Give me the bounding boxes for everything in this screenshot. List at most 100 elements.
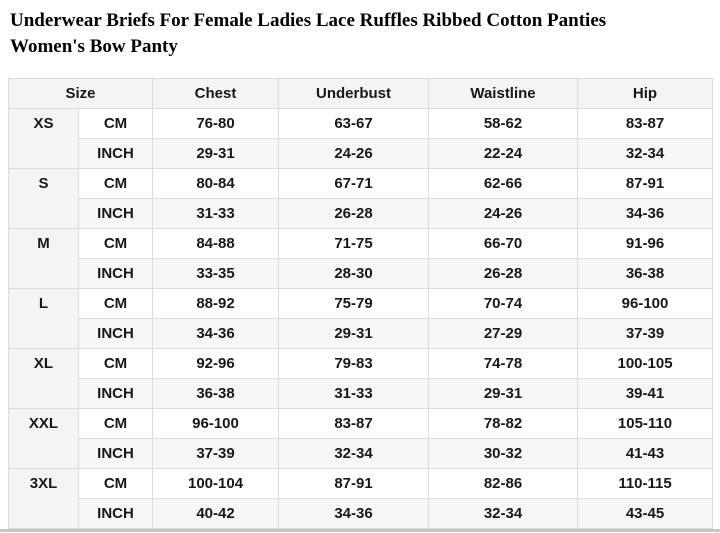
chest-l-cm: 88-92	[152, 288, 280, 319]
hip-3xl-cm: 110-115	[577, 468, 714, 499]
waistline-xxl-cm: 78-82	[428, 408, 579, 439]
unit-label-m-cm: CM	[77, 228, 154, 259]
page-title: Underwear Briefs For Female Ladies Lace …	[10, 8, 710, 60]
waistline-m-inch: 26-28	[428, 258, 579, 289]
unit-label-s-inch: INCH	[77, 198, 154, 229]
hip-xxl-inch: 41-43	[577, 438, 714, 469]
size-chart-header: Size Chest Underbust Waistline Hip	[7, 78, 714, 109]
size-row-3xl-inch: INCH 40-42 34-36 32-34 43-45	[9, 498, 714, 529]
chest-3xl-inch: 40-42	[152, 498, 280, 529]
underbust-l-cm: 75-79	[278, 288, 430, 319]
size-row-s-inch: INCH 31-33 26-28 24-26 34-36	[9, 198, 714, 229]
hip-s-inch: 34-36	[577, 198, 714, 229]
waistline-l-inch: 27-29	[428, 318, 579, 349]
waistline-l-cm: 70-74	[428, 288, 579, 319]
size-row-m-cm: M CM 84-88 71-75 66-70 91-96	[8, 228, 714, 289]
underbust-xl-cm: 79-83	[278, 348, 430, 379]
size-chart-wrapper: Size Chest Underbust Waistline Hip XS CM 7…	[7, 78, 714, 529]
unit-label-xxl-inch: INCH	[77, 438, 154, 469]
underbust-s-cm: 67-71	[278, 168, 430, 199]
underbust-l-inch: 29-31	[278, 318, 430, 349]
size-row-xl-cm: XL CM 92-96 79-83 74-78 100-105	[8, 348, 714, 409]
size-label-s: S	[8, 168, 79, 229]
hip-l-cm: 96-100	[577, 288, 714, 319]
chest-xxl-inch: 37-39	[152, 438, 280, 469]
unit-label-xs-inch: INCH	[77, 138, 154, 169]
chest-xxl-cm: 96-100	[152, 408, 280, 439]
chest-l-inch: 34-36	[152, 318, 280, 349]
hip-s-cm: 87-91	[577, 168, 714, 199]
unit-label-m-inch: INCH	[77, 258, 154, 289]
column-header-chest: Chest	[152, 78, 280, 109]
waistline-xxl-inch: 30-32	[428, 438, 579, 469]
size-row-xxl-inch: INCH 37-39 32-34 30-32 41-43	[9, 438, 714, 469]
chest-m-inch: 33-35	[152, 258, 280, 289]
size-row-3xl-cm: 3XL CM 100-104 87-91 82-86 110-115	[8, 468, 714, 529]
page-title-line-1: Underwear Briefs For Female Ladies Lace …	[10, 10, 607, 31]
waistline-3xl-inch: 32-34	[428, 498, 579, 529]
size-label-xs: XS	[8, 108, 79, 169]
underbust-m-cm: 71-75	[278, 228, 430, 259]
waistline-s-cm: 62-66	[428, 168, 579, 199]
size-row-xl-inch: INCH 36-38 31-33 29-31 39-41	[9, 378, 714, 409]
waistline-xs-inch: 22-24	[428, 138, 579, 169]
column-header-waistline: Waistline	[428, 78, 579, 109]
chest-3xl-cm: 100-104	[152, 468, 280, 499]
unit-label-s-cm: CM	[77, 168, 154, 199]
size-row-l-inch: INCH 34-36 29-31 27-29 37-39	[9, 318, 714, 349]
unit-label-l-cm: CM	[77, 288, 154, 319]
column-header-size: Size	[7, 78, 154, 109]
size-chart-table: Size Chest Underbust Waistline Hip XS CM 7…	[7, 78, 714, 529]
size-row-s-cm: S CM 80-84 67-71 62-66 87-91	[8, 168, 714, 229]
unit-label-xl-inch: INCH	[77, 378, 154, 409]
unit-label-xxl-cm: CM	[77, 408, 154, 439]
underbust-xl-inch: 31-33	[278, 378, 430, 409]
waistline-xl-inch: 29-31	[428, 378, 579, 409]
hip-xl-cm: 100-105	[577, 348, 714, 379]
hip-3xl-inch: 43-45	[577, 498, 714, 529]
waistline-m-cm: 66-70	[428, 228, 579, 259]
underbust-m-inch: 28-30	[278, 258, 430, 289]
hip-xxl-cm: 105-110	[577, 408, 714, 439]
underbust-xs-inch: 24-26	[278, 138, 430, 169]
hip-l-inch: 37-39	[577, 318, 714, 349]
header-row: Size Chest Underbust Waistline Hip	[7, 78, 714, 109]
underbust-3xl-inch: 34-36	[278, 498, 430, 529]
page-title-line-2: Women's Bow Panty	[10, 36, 178, 57]
chest-m-cm: 84-88	[152, 228, 280, 259]
underbust-xxl-inch: 32-34	[278, 438, 430, 469]
waistline-3xl-cm: 82-86	[428, 468, 579, 499]
size-row-xs-inch: INCH 29-31 24-26 22-24 32-34	[9, 138, 714, 169]
size-row-m-inch: INCH 33-35 28-30 26-28 36-38	[9, 258, 714, 289]
size-row-xxl-cm: XXL CM 96-100 83-87 78-82 105-110	[8, 408, 714, 469]
unit-label-3xl-cm: CM	[77, 468, 154, 499]
hip-xs-inch: 32-34	[577, 138, 714, 169]
chest-xl-inch: 36-38	[152, 378, 280, 409]
hip-m-cm: 91-96	[577, 228, 714, 259]
waistline-s-inch: 24-26	[428, 198, 579, 229]
size-chart-body: XS CM 76-80 63-67 58-62 83-87 INCH 29-31 24-26 22…	[8, 108, 714, 529]
bottom-divider	[0, 529, 720, 532]
size-row-xs-cm: XS CM 76-80 63-67 58-62 83-87	[8, 108, 714, 169]
size-label-l: L	[8, 288, 79, 349]
column-header-hip: Hip	[577, 78, 714, 109]
underbust-xxl-cm: 83-87	[278, 408, 430, 439]
size-label-m: M	[8, 228, 79, 289]
size-label-xxl: XXL	[8, 408, 79, 469]
underbust-3xl-cm: 87-91	[278, 468, 430, 499]
waistline-xs-cm: 58-62	[428, 108, 579, 139]
hip-xs-cm: 83-87	[577, 108, 714, 139]
chest-xs-inch: 29-31	[152, 138, 280, 169]
size-row-l-cm: L CM 88-92 75-79 70-74 96-100	[8, 288, 714, 349]
chest-xs-cm: 76-80	[152, 108, 280, 139]
hip-m-inch: 36-38	[577, 258, 714, 289]
size-label-xl: XL	[8, 348, 79, 409]
unit-label-xs-cm: CM	[77, 108, 154, 139]
underbust-xs-cm: 63-67	[278, 108, 430, 139]
column-header-underbust: Underbust	[278, 78, 430, 109]
chest-s-cm: 80-84	[152, 168, 280, 199]
chest-s-inch: 31-33	[152, 198, 280, 229]
chest-xl-cm: 92-96	[152, 348, 280, 379]
unit-label-l-inch: INCH	[77, 318, 154, 349]
underbust-s-inch: 26-28	[278, 198, 430, 229]
